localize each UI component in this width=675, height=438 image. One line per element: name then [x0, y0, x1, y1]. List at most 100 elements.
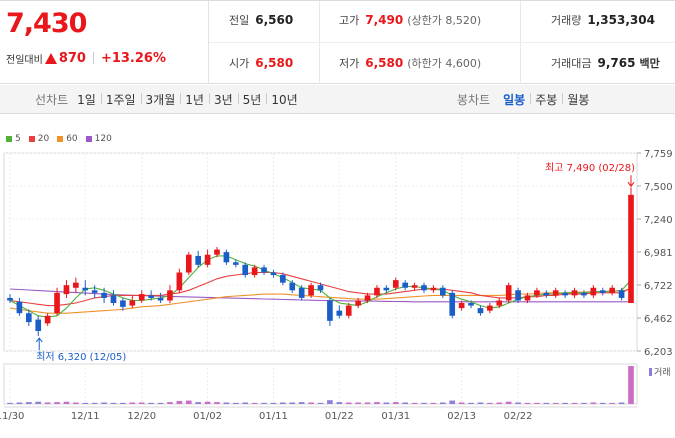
candle: [129, 295, 136, 309]
tab-period[interactable]: 5년: [237, 91, 267, 108]
tab-period[interactable]: 3년: [208, 91, 238, 108]
volume-bar: [327, 400, 333, 404]
upper-limit: (상한가 8,520): [407, 14, 482, 27]
volume: 거래량 1,353,304: [551, 12, 655, 28]
candle: [82, 280, 89, 296]
volume-bar: [562, 402, 568, 404]
x-tick-label: 02/13: [447, 411, 476, 422]
volume-bar: [618, 402, 625, 404]
tab-weekly[interactable]: 주봉: [530, 91, 562, 108]
tab-daily[interactable]: 일봉: [503, 93, 526, 107]
volume-bar: [487, 402, 493, 404]
candle: [242, 262, 249, 278]
volume-bar: [63, 401, 70, 404]
volume-bar: [35, 401, 42, 404]
open-price: 시가 6,580: [229, 55, 293, 71]
candle-body: [477, 308, 484, 314]
candle-body: [402, 282, 409, 288]
lower-limit: (하한가 4,600): [407, 57, 482, 70]
tab-period[interactable]: 1년: [180, 91, 209, 108]
legend-item: 60: [57, 134, 78, 144]
candle-body: [449, 292, 456, 316]
volume-bar: [524, 402, 531, 404]
x-tick-label: 12/11: [71, 411, 100, 422]
candle-body: [232, 262, 239, 265]
candle-body: [16, 301, 23, 314]
tab-period[interactable]: 10년: [266, 91, 302, 108]
candlestick-chart[interactable]: 7,759 7,500 7,240 6,981 6,722 6,462 6,203 11/30…: [0, 114, 675, 438]
candle: [232, 259, 239, 268]
y-tick-label: 6,203: [644, 347, 673, 358]
candle-body: [120, 300, 126, 307]
volume-bar: [336, 402, 343, 404]
amount-value: 9,765: [597, 56, 636, 70]
candle-body: [552, 290, 559, 296]
volume-bar: [515, 402, 521, 404]
x-tick-label: 01/02: [193, 411, 222, 422]
candle-body: [270, 272, 277, 276]
candle-body: [421, 285, 427, 291]
candle-body: [280, 275, 286, 283]
candle-body: [581, 292, 587, 296]
candle: [515, 287, 521, 304]
volume-bar: [280, 402, 286, 404]
volume-bar: [148, 402, 154, 404]
candle-body: [411, 285, 418, 288]
candle-body: [25, 313, 32, 323]
candle: [383, 285, 390, 293]
volume-plot-frame: [3, 363, 638, 405]
volume-bar: [195, 402, 202, 404]
candle: [91, 285, 98, 298]
legend-item: 5: [6, 134, 21, 144]
candle: [618, 287, 625, 301]
volume-value: 1,353,304: [587, 13, 655, 27]
candle-body: [543, 292, 550, 296]
candle-body: [214, 249, 220, 255]
volume-bar: [138, 402, 145, 404]
y-tick-label: 6,981: [644, 248, 673, 259]
candle: [204, 249, 211, 268]
low-price: 저가 6,580 (하한가 4,600): [339, 55, 481, 71]
chart-legend: 5 20 60 120: [6, 134, 120, 144]
trade-amount: 거래대금 9,765 백만: [551, 55, 660, 71]
change-row: 전일대비 870 +13.26%: [6, 50, 166, 66]
candle: [327, 297, 333, 326]
tab-period[interactable]: 1일: [77, 93, 96, 107]
volume-bar: [439, 402, 446, 404]
up-triangle-icon: [44, 52, 57, 64]
candle-body: [439, 287, 446, 296]
candle: [590, 285, 597, 298]
volume-bar: [101, 402, 107, 404]
volume-bar: [157, 402, 164, 404]
candle: [524, 292, 531, 304]
volume-bar: [421, 402, 427, 404]
candle-body: [176, 272, 183, 291]
chart-tabs-bar: 선차트 1일 1주일 3개월 1년 3년 5년 10년 봉차트 일봉 주봉 월봉: [0, 85, 675, 114]
candle: [195, 250, 202, 268]
volume-bar: [458, 402, 465, 404]
volume-bar: [364, 402, 371, 404]
candle: [430, 285, 437, 293]
volume-bar: [552, 402, 559, 404]
high-label: 고가: [339, 14, 360, 27]
volume-bar: [345, 402, 352, 404]
low-label: 저가: [339, 57, 360, 70]
tab-period[interactable]: 1주일: [100, 91, 141, 108]
tab-period[interactable]: 3개월: [140, 91, 181, 108]
candle: [167, 285, 173, 304]
volume-bar: [176, 400, 183, 404]
candle: [402, 280, 409, 291]
y-tick-label: 7,759: [644, 149, 673, 160]
legend-item: 20: [28, 134, 49, 144]
candle: [185, 252, 192, 276]
candle-body: [298, 287, 305, 298]
volume-bar: [251, 402, 258, 404]
tab-monthly[interactable]: 월봉: [562, 91, 594, 108]
candle-body: [345, 305, 352, 316]
candle-body: [505, 285, 512, 301]
candle: [101, 287, 107, 304]
candle-body: [223, 252, 230, 263]
volume-bar: [599, 402, 606, 404]
volume-bar: [308, 402, 314, 404]
candle-body: [430, 287, 437, 291]
